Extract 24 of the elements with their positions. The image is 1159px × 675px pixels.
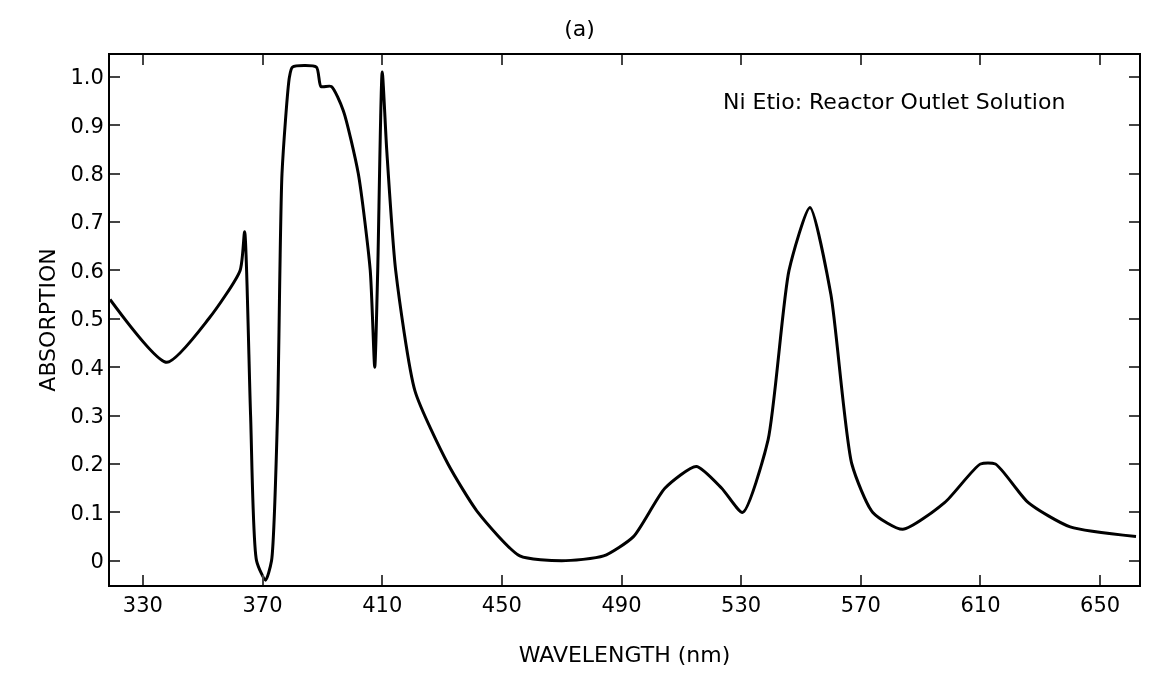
y-tick-label: 0.6 — [70, 258, 104, 283]
x-axis-title: WAVELENGTH (nm) — [518, 642, 731, 667]
y-tick-label: 0.7 — [70, 210, 104, 235]
x-tick-label: 530 — [721, 593, 762, 618]
y-tick-label: 1.0 — [70, 65, 104, 90]
y-tick-label: 0.3 — [70, 403, 104, 428]
x-tick-label: 370 — [242, 593, 283, 618]
y-tick-label: 0.4 — [70, 355, 104, 380]
x-tick-label: 490 — [601, 593, 642, 618]
y-axis-title: ABSORPTION — [35, 248, 60, 392]
y-tick-label: 0.8 — [70, 161, 104, 186]
y-tick-label: 0.1 — [70, 500, 104, 525]
x-tick-label: 650 — [1080, 593, 1121, 618]
y-tick-label: 0 — [90, 549, 104, 574]
x-tick-label: 410 — [362, 593, 403, 618]
x-tick-label: 570 — [840, 593, 881, 618]
x-tick-label: 330 — [122, 593, 163, 618]
y-tick-label: 0.2 — [70, 452, 104, 477]
y-tick-label: 0.5 — [70, 307, 104, 332]
x-tick-label: 610 — [960, 593, 1001, 618]
chart-title: (a) — [564, 15, 595, 41]
annotation: Ni Etio: Reactor Outlet Solution — [723, 89, 1066, 114]
y-tick-label: 0.9 — [70, 113, 104, 138]
x-tick-label: 450 — [481, 593, 522, 618]
